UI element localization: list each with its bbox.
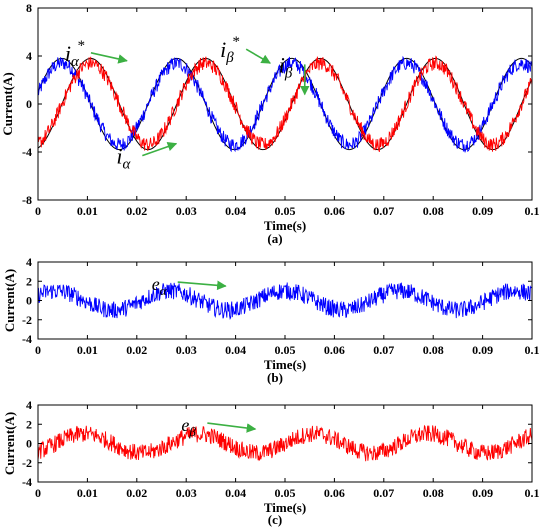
series-line-0-2 xyxy=(37,55,533,154)
series-annotation: eα xyxy=(152,274,168,298)
x-tick-label: 0.1 xyxy=(525,343,540,357)
y-tick-label: 0 xyxy=(26,97,32,111)
annotation-symbol: i xyxy=(279,52,285,77)
y-axis-label: Current(A) xyxy=(2,269,17,332)
x-tick-label: 0.01 xyxy=(77,204,98,218)
series-line-2-0 xyxy=(37,424,533,462)
chart-panel-0: 0 0.01 0.02 0.03 0.04 0.05 0.06 0.07 0.08 0.09 0.1… xyxy=(0,1,540,246)
x-tick-label: 0.06 xyxy=(324,343,345,357)
annotation-symbol: i xyxy=(220,37,226,62)
plot-frame xyxy=(37,7,533,201)
x-tick-label: 0.07 xyxy=(373,204,394,218)
annotation-arrow xyxy=(245,48,272,64)
annotation-subscript: β xyxy=(225,50,234,66)
series-annotation: iβ* xyxy=(220,34,240,66)
x-tick-label: 0 xyxy=(35,204,41,218)
x-tick-label: 0.03 xyxy=(176,486,197,500)
y-tick-label: -4 xyxy=(22,475,32,489)
x-tick-label: 0 xyxy=(35,343,41,357)
y-tick-label: 4 xyxy=(26,398,32,412)
annotation-subscript: α xyxy=(122,157,131,173)
chart-panel-2: 0 0.01 0.02 0.03 0.04 0.05 0.06 0.07 0.08 0.09 0.1… xyxy=(2,398,540,527)
x-tick-label: 0.01 xyxy=(77,486,98,500)
series-annotation: iα xyxy=(116,144,131,173)
annotation-subscript: β xyxy=(188,424,196,439)
chart-panel-1: 0 0.01 0.02 0.03 0.04 0.05 0.06 0.07 0.08 0.09 0.1… xyxy=(2,255,540,385)
x-tick-label: 0.07 xyxy=(373,343,394,357)
x-tick-label: 0.05 xyxy=(275,204,296,218)
x-tick-label: 0.1 xyxy=(525,204,540,218)
x-axis-label: Time(s) xyxy=(264,357,306,372)
annotation-symbol: e xyxy=(181,415,189,435)
annotation-symbol: e xyxy=(152,274,160,294)
x-tick-label: 0.06 xyxy=(324,204,345,218)
x-tick-label: 0.02 xyxy=(126,204,147,218)
y-tick-label: 2 xyxy=(26,274,32,288)
annotation-superscript: * xyxy=(77,38,85,54)
y-tick-label: -2 xyxy=(22,313,32,327)
x-tick-label: 0.03 xyxy=(176,204,197,218)
annotation-symbol: i xyxy=(116,144,122,169)
annotation-arrow xyxy=(177,280,227,291)
x-tick-label: 0.06 xyxy=(324,486,345,500)
x-tick-label: 0.1 xyxy=(525,486,540,500)
annotation-arrow xyxy=(90,52,128,64)
y-tick-label: 0 xyxy=(26,294,32,308)
x-tick-label: 0.05 xyxy=(275,486,296,500)
y-tick-label: 0 xyxy=(26,437,32,451)
y-tick-label: -8 xyxy=(22,193,32,207)
panel-caption: (b) xyxy=(267,370,283,385)
annotation-subscript: α xyxy=(71,54,80,70)
x-tick-label: 0.08 xyxy=(423,486,444,500)
annotation-superscript: * xyxy=(232,34,240,50)
x-axis-label: Time(s) xyxy=(264,500,306,515)
x-tick-label: 0.04 xyxy=(225,486,246,500)
series-annotation: eβ xyxy=(181,415,196,439)
x-tick-label: 0.09 xyxy=(472,486,493,500)
y-tick-label: 2 xyxy=(26,417,32,431)
x-tick-label: 0.08 xyxy=(423,343,444,357)
x-tick-label: 0.03 xyxy=(176,343,197,357)
x-tick-label: 0.09 xyxy=(472,343,493,357)
series-line-0-3 xyxy=(37,55,533,152)
annotation-subscript: α xyxy=(160,283,168,298)
x-tick-label: 0 xyxy=(35,486,41,500)
series-line-1-0 xyxy=(37,282,533,321)
x-tick-label: 0.08 xyxy=(423,204,444,218)
y-tick-label: -4 xyxy=(22,145,32,159)
x-tick-label: 0.02 xyxy=(126,343,147,357)
y-tick-label: -2 xyxy=(22,456,32,470)
panel-caption: (a) xyxy=(267,231,282,246)
x-tick-label: 0.04 xyxy=(225,204,246,218)
x-tick-label: 0.07 xyxy=(373,486,394,500)
y-tick-label: 4 xyxy=(26,255,32,269)
y-tick-label: 8 xyxy=(26,1,32,15)
y-tick-label: -4 xyxy=(22,332,32,346)
x-tick-label: 0.02 xyxy=(126,486,147,500)
x-tick-label: 0.09 xyxy=(472,204,493,218)
annotation-arrow xyxy=(142,141,178,157)
y-tick-label: 4 xyxy=(26,49,32,63)
panel-caption: (c) xyxy=(268,512,282,527)
series-annotation: iβ xyxy=(279,52,293,81)
series-annotation: iα* xyxy=(65,38,85,70)
y-axis-label: Current(A) xyxy=(2,412,17,475)
y-axis-label: Current(A) xyxy=(0,72,15,135)
annotation-subscript: β xyxy=(284,65,293,81)
plot-frame xyxy=(37,261,533,340)
x-axis-label: Time(s) xyxy=(264,218,306,233)
annotation-symbol: i xyxy=(65,41,71,66)
annotation-arrow xyxy=(207,422,257,433)
x-tick-label: 0.04 xyxy=(225,343,246,357)
x-tick-label: 0.05 xyxy=(275,343,296,357)
x-tick-label: 0.01 xyxy=(77,343,98,357)
